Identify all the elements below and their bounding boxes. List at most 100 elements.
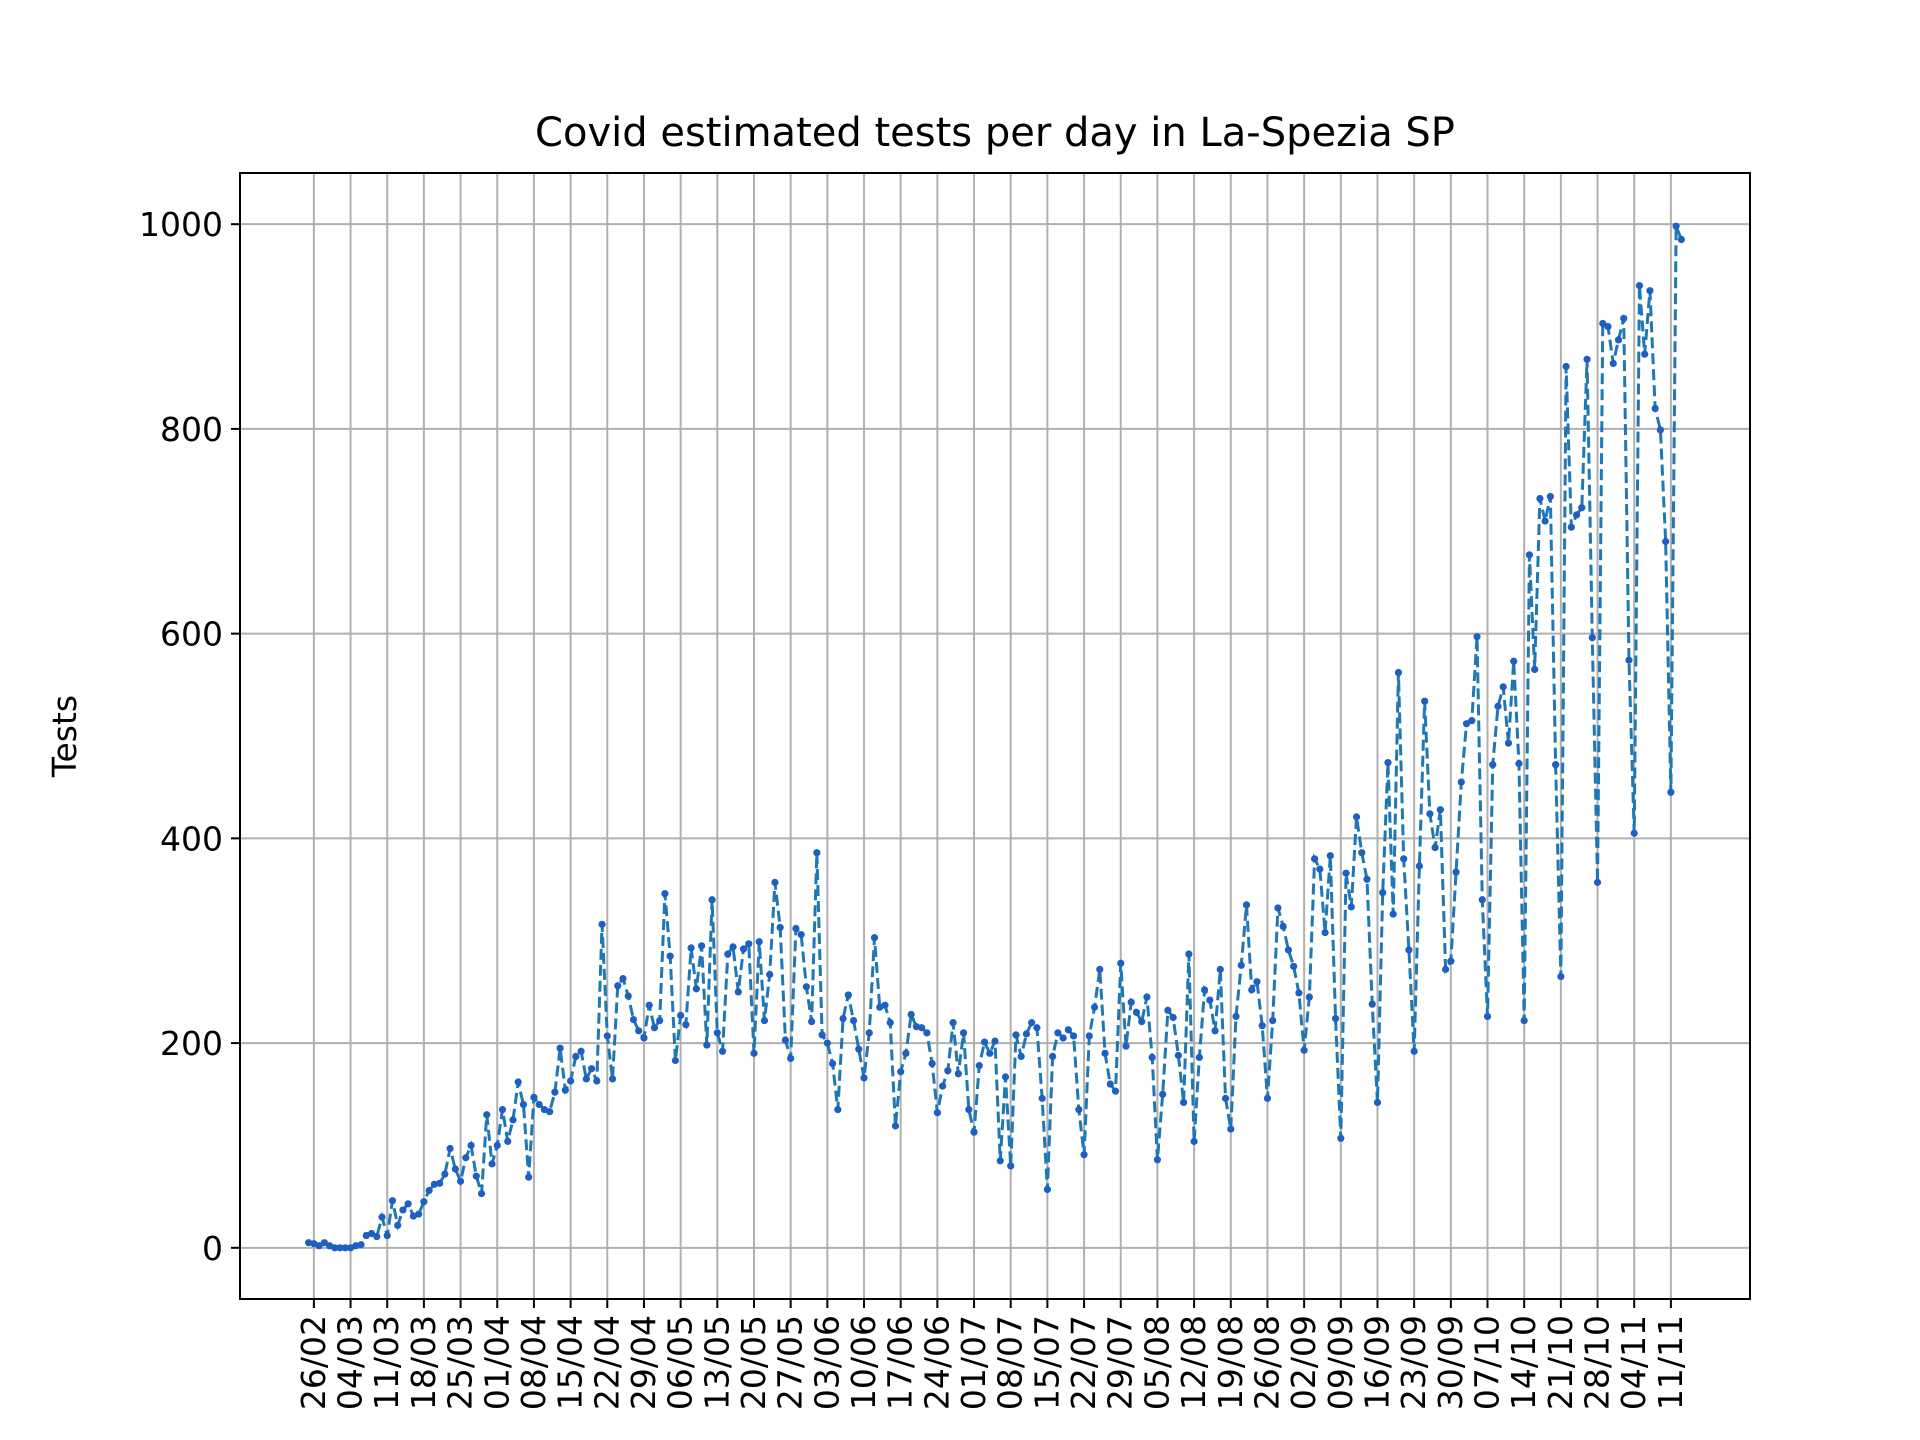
data-point xyxy=(1258,1022,1266,1030)
data-point xyxy=(1180,1098,1188,1107)
data-point xyxy=(462,1154,470,1162)
data-point xyxy=(1132,1008,1141,1016)
x-tick-label: 21/10 xyxy=(1541,1315,1580,1410)
data-point xyxy=(1195,1053,1203,1062)
y-axis-ticks: 0 200 400 600 800 1000 xyxy=(139,205,240,1268)
data-point xyxy=(635,1027,643,1035)
data-point xyxy=(320,1239,328,1247)
data-point xyxy=(671,1056,679,1065)
data-point xyxy=(1311,855,1319,863)
data-point xyxy=(755,938,763,946)
data-point xyxy=(1525,551,1534,559)
y-tick-label: 0 xyxy=(202,1229,223,1268)
data-point xyxy=(1593,878,1602,886)
data-point xyxy=(865,1029,873,1037)
data-point xyxy=(1352,813,1361,821)
x-tick-label: 20/05 xyxy=(734,1315,773,1410)
data-point xyxy=(1373,1098,1382,1107)
y-tick-label: 1000 xyxy=(139,205,223,244)
data-point xyxy=(1384,759,1392,767)
data-point xyxy=(456,1177,465,1185)
data-point xyxy=(1499,683,1507,691)
data-point xyxy=(1379,889,1387,897)
data-point xyxy=(849,1016,858,1025)
x-tick-label: 17/06 xyxy=(881,1315,920,1410)
data-point xyxy=(514,1078,522,1086)
chart-title: Covid estimated tests per day in La-Spez… xyxy=(535,110,1455,156)
data-point xyxy=(1269,1016,1277,1025)
data-point xyxy=(1174,1051,1182,1059)
data-point xyxy=(546,1108,554,1116)
data-point xyxy=(1531,665,1539,674)
data-point xyxy=(1117,959,1125,967)
data-point xyxy=(1159,1090,1167,1098)
data-point xyxy=(1059,1034,1067,1042)
data-point xyxy=(1038,1094,1046,1102)
data-point xyxy=(739,945,748,953)
data-point xyxy=(1153,1156,1162,1164)
data-point xyxy=(677,1011,685,1020)
data-point xyxy=(724,950,732,958)
data-point xyxy=(399,1206,407,1214)
data-point xyxy=(933,1109,941,1117)
data-point xyxy=(1090,1003,1099,1011)
x-tick-label: 29/07 xyxy=(1101,1315,1140,1410)
data-point xyxy=(959,1029,968,1037)
data-point xyxy=(1614,336,1623,344)
data-point xyxy=(902,1049,910,1057)
data-point xyxy=(781,1036,790,1044)
data-point xyxy=(1562,362,1570,371)
data-point xyxy=(687,944,695,952)
data-point xyxy=(1494,702,1502,710)
data-point xyxy=(1489,761,1497,769)
data-point xyxy=(1017,1052,1025,1060)
data-point xyxy=(928,1059,936,1068)
x-tick-label: 06/05 xyxy=(661,1315,700,1410)
data-point xyxy=(619,975,627,983)
data-point xyxy=(509,1116,517,1124)
data-point xyxy=(341,1244,349,1252)
x-tick-label: 30/09 xyxy=(1431,1315,1470,1410)
data-point xyxy=(802,983,810,991)
data-point xyxy=(367,1229,376,1238)
data-point xyxy=(813,849,821,857)
data-point xyxy=(708,896,716,904)
data-point xyxy=(1457,778,1465,786)
data-point xyxy=(1400,855,1408,863)
data-point xyxy=(336,1244,344,1252)
data-point xyxy=(1672,222,1680,230)
data-point xyxy=(1588,634,1596,642)
data-point xyxy=(1578,504,1586,512)
data-point xyxy=(1033,1024,1041,1032)
data-point xyxy=(844,991,852,999)
data-point xyxy=(593,1077,601,1085)
data-point xyxy=(965,1106,973,1114)
data-point xyxy=(1316,865,1324,873)
data-point xyxy=(1221,1094,1230,1102)
data-point xyxy=(1274,904,1282,912)
x-tick-label: 24/06 xyxy=(917,1315,956,1410)
x-tick-label: 01/04 xyxy=(477,1315,516,1410)
data-point xyxy=(504,1137,512,1145)
data-point xyxy=(519,1100,528,1109)
data-point xyxy=(1164,1006,1172,1014)
data-point xyxy=(986,1049,994,1057)
data-point xyxy=(1541,517,1549,525)
data-point xyxy=(477,1189,486,1198)
data-point xyxy=(970,1128,978,1136)
data-point xyxy=(1557,972,1565,981)
data-point xyxy=(1279,922,1287,930)
data-point xyxy=(493,1141,501,1150)
x-tick-label: 14/10 xyxy=(1504,1315,1543,1410)
data-point xyxy=(1462,720,1471,728)
data-point xyxy=(939,1082,947,1090)
data-point xyxy=(954,1070,962,1078)
data-point xyxy=(1064,1026,1072,1034)
data-point xyxy=(734,988,742,996)
data-point xyxy=(1122,1042,1130,1050)
data-point xyxy=(1148,1053,1156,1062)
data-point xyxy=(645,1001,653,1009)
data-point xyxy=(483,1111,491,1119)
data-point xyxy=(425,1186,433,1195)
data-point xyxy=(776,923,784,932)
